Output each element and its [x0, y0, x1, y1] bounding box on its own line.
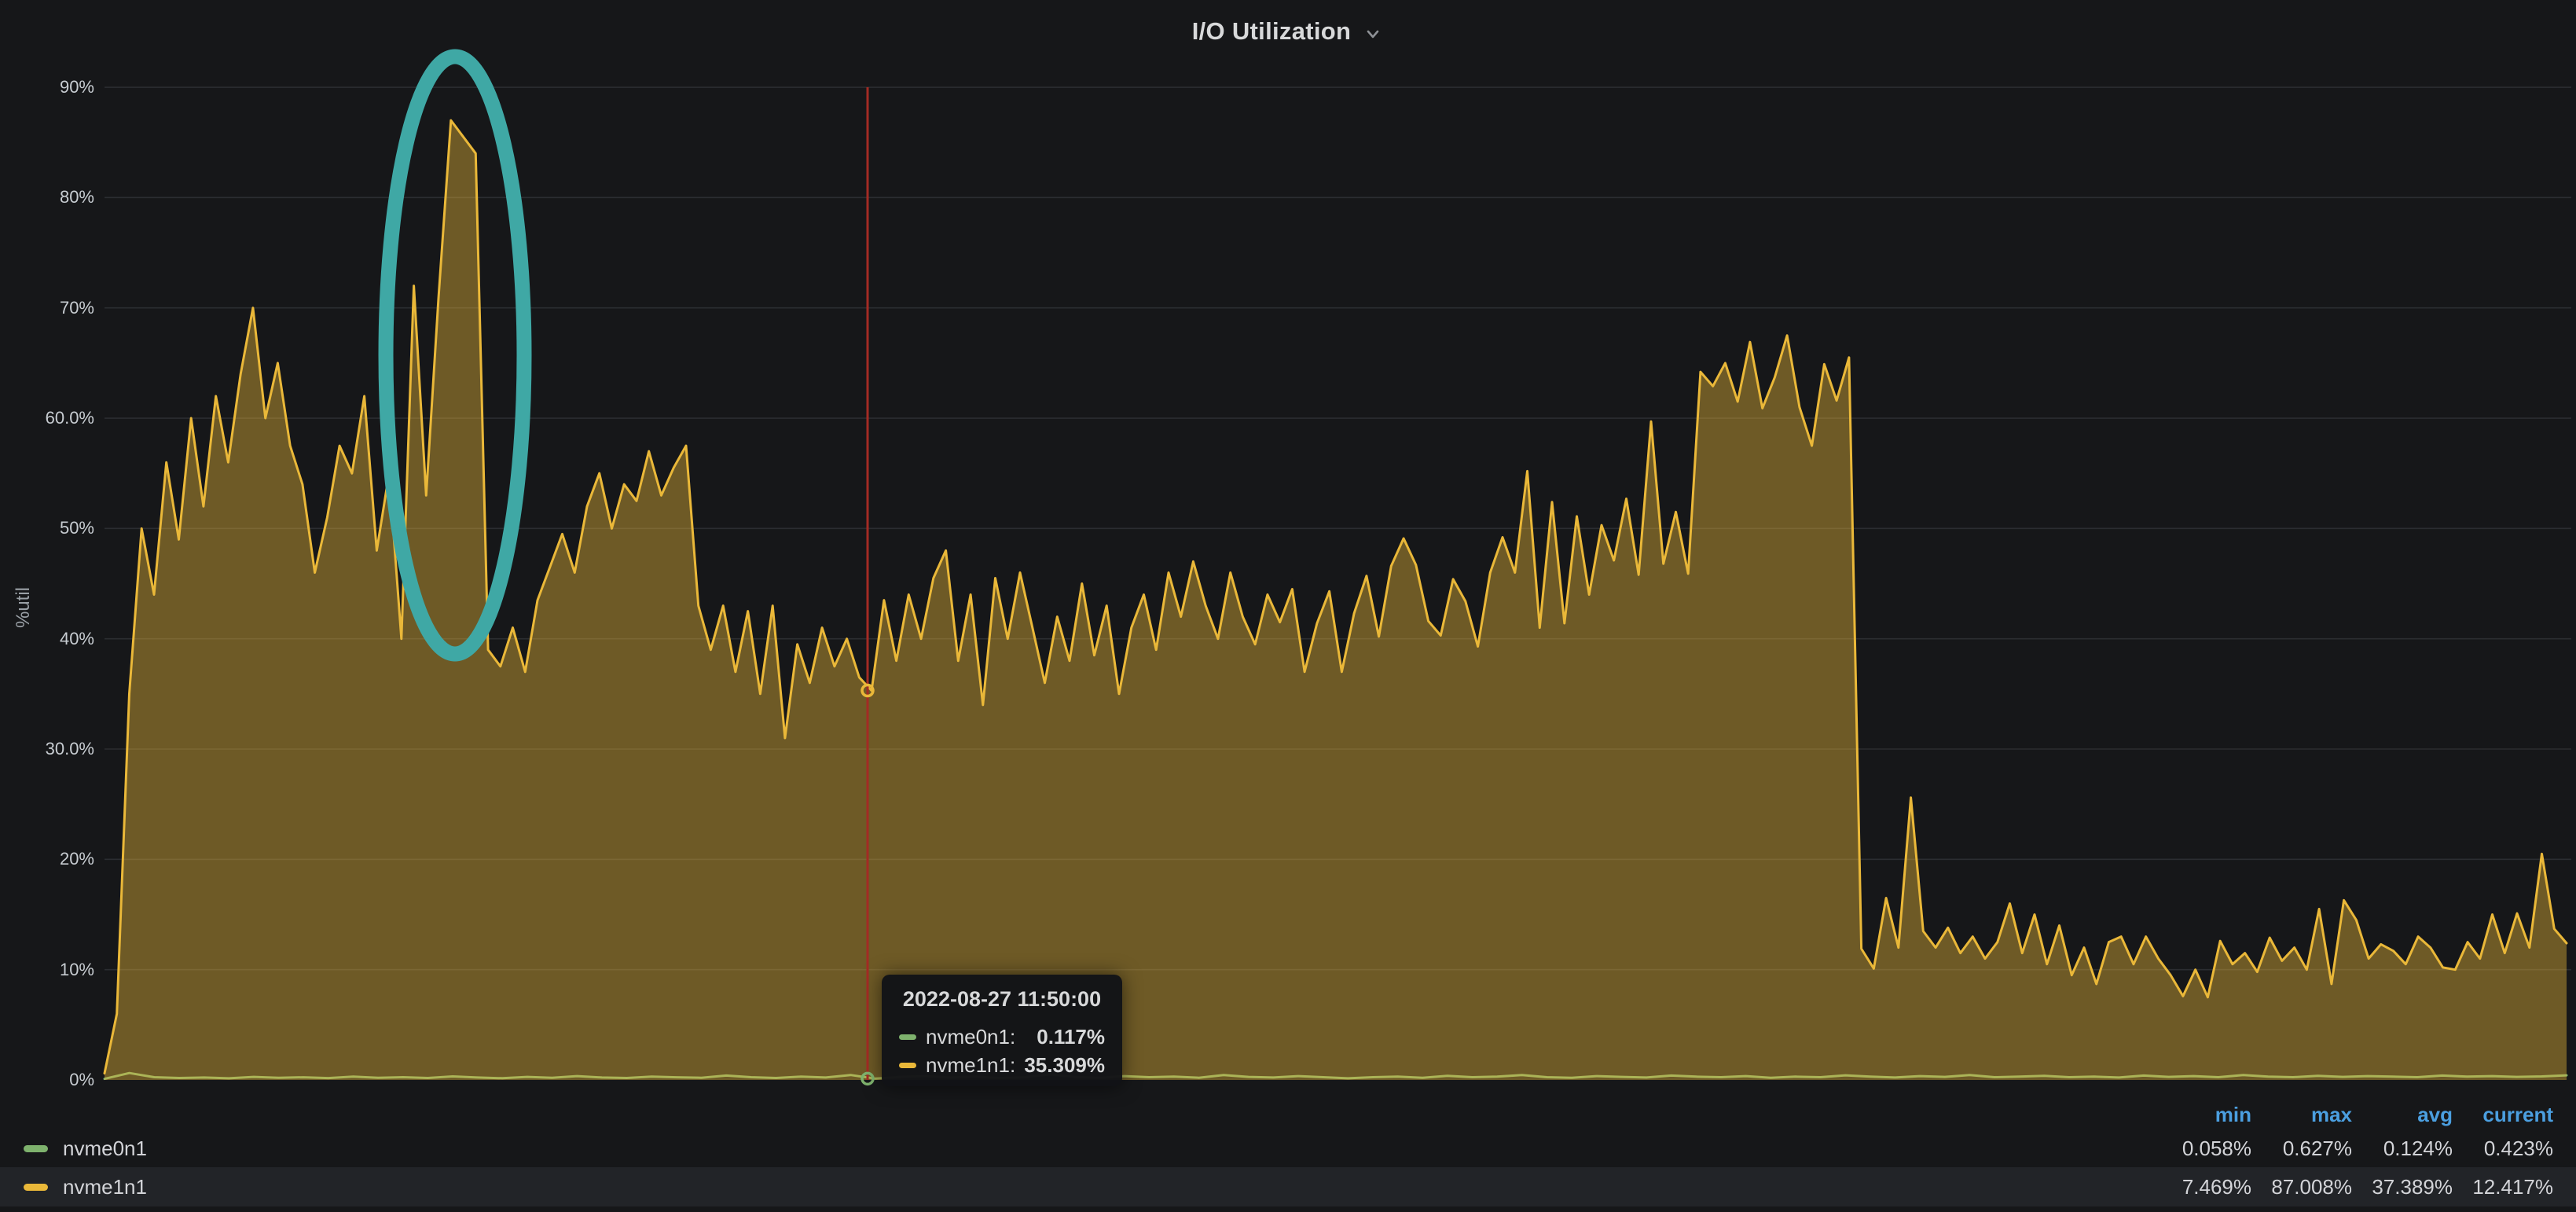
legend-row-nvme0n1[interactable]: nvme0n1 0.058% 0.627% 0.124% 0.423%: [0, 1130, 2576, 1167]
io-utilization-chart[interactable]: [0, 0, 2576, 1212]
legend-max-value: 0.627%: [2251, 1137, 2352, 1161]
chart-tooltip: 2022-08-27 11:50:00 nvme0n1: 0.117% nvme…: [882, 975, 1122, 1086]
legend-table: min max avg current nvme0n1 0.058% 0.627…: [0, 1099, 2576, 1212]
legend-header-min[interactable]: min: [2151, 1103, 2251, 1127]
legend-avg-value: 37.389%: [2352, 1175, 2453, 1199]
tooltip-series-value: 35.309%: [1024, 1053, 1105, 1078]
series-fill-nvme1n1: [105, 120, 2567, 1080]
grafana-panel: I/O Utilization %util 0%10%20%30.0%40%50…: [0, 0, 2576, 1212]
legend-header-current[interactable]: current: [2453, 1103, 2553, 1127]
tooltip-series-label: nvme0n1:: [926, 1025, 1015, 1049]
legend-current-value: 12.417%: [2453, 1175, 2553, 1199]
legend-avg-value: 0.124%: [2352, 1137, 2453, 1161]
legend-min-value: 7.469%: [2151, 1175, 2251, 1199]
series-swatch-green[interactable]: [24, 1145, 48, 1152]
legend-header-avg[interactable]: avg: [2352, 1103, 2453, 1127]
legend-current-value: 0.423%: [2453, 1137, 2553, 1161]
tooltip-row-nvme0n1: nvme0n1: 0.117%: [899, 1023, 1105, 1051]
series-swatch-yellow[interactable]: [24, 1184, 48, 1191]
legend-series-name[interactable]: nvme1n1: [63, 1175, 147, 1199]
series-swatch-green: [899, 1034, 916, 1040]
tooltip-timestamp: 2022-08-27 11:50:00: [899, 987, 1105, 1012]
tooltip-row-nvme1n1: nvme1n1: 35.309%: [899, 1051, 1105, 1079]
tooltip-series-label: nvme1n1:: [926, 1053, 1015, 1078]
series-swatch-yellow: [899, 1063, 916, 1068]
tooltip-series-value: 0.117%: [1037, 1025, 1105, 1049]
legend-series-name[interactable]: nvme0n1: [63, 1137, 147, 1161]
panel-title[interactable]: I/O Utilization: [1192, 17, 1352, 46]
legend-header-row: min max avg current: [0, 1099, 2576, 1130]
legend-min-value: 0.058%: [2151, 1137, 2251, 1161]
legend-max-value: 87.008%: [2251, 1175, 2352, 1199]
panel-header[interactable]: I/O Utilization: [0, 0, 2576, 63]
chevron-down-icon[interactable]: [1362, 23, 1384, 45]
legend-header-max[interactable]: max: [2251, 1103, 2352, 1127]
legend-row-nvme1n1[interactable]: nvme1n1 7.469% 87.008% 37.389% 12.417%: [0, 1167, 2576, 1206]
